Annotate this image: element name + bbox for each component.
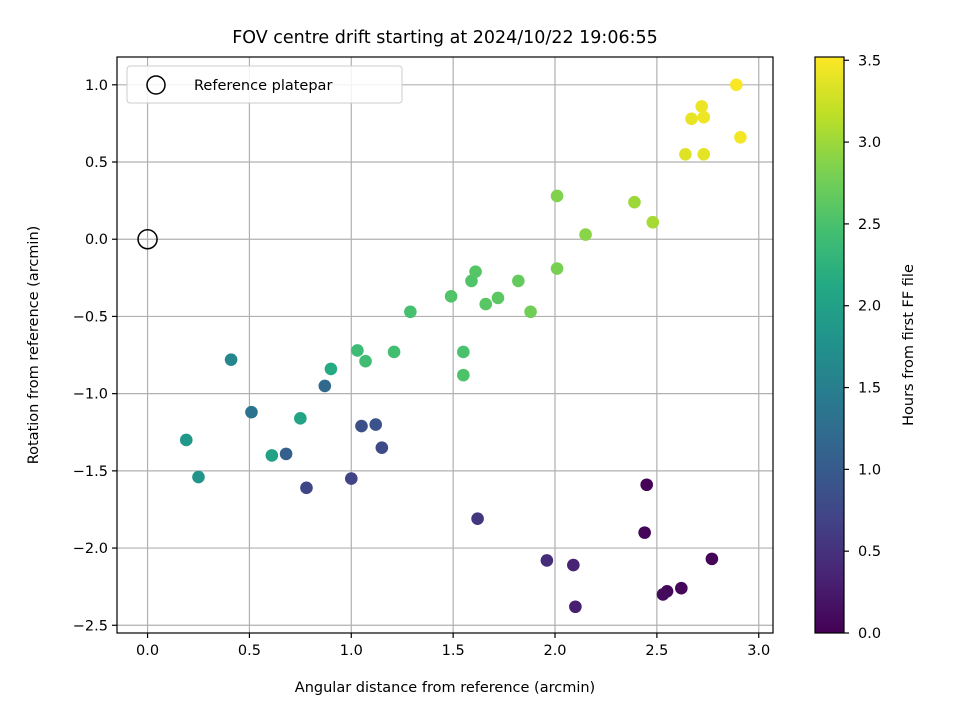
data-point (479, 297, 493, 311)
data-point (294, 412, 307, 425)
data-point (640, 478, 653, 492)
x-tick-label: 3.0 (747, 643, 770, 659)
colorbar-tick-label: 3.5 (858, 53, 881, 69)
data-point (567, 558, 580, 572)
data-point (540, 554, 554, 567)
data-point (579, 228, 592, 241)
data-point (387, 345, 401, 359)
data-point (344, 472, 358, 485)
data-point (318, 379, 332, 393)
y-tick-label: −0.5 (73, 309, 108, 325)
axes-frame (116, 56, 774, 634)
colorbar-tick-label: 2.5 (858, 217, 881, 233)
x-tick-label: 1.5 (442, 643, 465, 659)
data-point (444, 290, 458, 303)
colorbar-tick-label: 1.0 (858, 462, 881, 478)
data-point (491, 291, 505, 305)
colorbar-tick-label: 1.5 (858, 381, 881, 397)
legend-entry-label: Reference platepar (194, 78, 332, 94)
colorbar-tick-label: 0.5 (858, 544, 881, 560)
chart-title: FOV centre drift starting at 2024/10/22 … (232, 28, 658, 48)
data-point (469, 265, 482, 278)
data-point (192, 470, 205, 484)
data-point (245, 405, 258, 419)
colorbar-frame (814, 56, 845, 634)
x-tick-label: 2.0 (543, 643, 566, 659)
data-point (697, 110, 711, 124)
data-point (656, 588, 670, 601)
y-tick-label: −2.5 (73, 618, 108, 634)
y-tick-label: −2.0 (73, 541, 108, 557)
y-axis-label: Rotation from reference (arcmin) (26, 226, 42, 465)
data-point (351, 344, 364, 357)
colorbar-tick-label: 3.0 (858, 135, 881, 151)
data-point (457, 345, 470, 359)
data-point (646, 215, 660, 229)
data-point (359, 354, 372, 368)
data-point (265, 449, 279, 462)
legend-reference-marker (146, 75, 166, 95)
x-tick-label: 2.5 (645, 643, 668, 659)
y-tick-label: −1.0 (73, 387, 108, 403)
data-point (404, 305, 417, 319)
data-point (628, 195, 641, 209)
y-tick-label: −1.5 (73, 464, 108, 480)
data-point (638, 526, 651, 539)
data-point (224, 353, 238, 366)
x-axis-label: Angular distance from reference (arcmin) (295, 680, 595, 696)
data-point (695, 100, 708, 113)
colorbar-gradient (815, 57, 844, 633)
legend: Reference platepar (126, 65, 403, 104)
data-point (457, 368, 470, 382)
y-tick-label: 0.5 (85, 155, 108, 171)
data-point (524, 305, 537, 319)
legend-box (126, 65, 403, 104)
data-point (734, 131, 747, 144)
data-point (679, 147, 692, 161)
reference-platepar-marker (137, 228, 158, 250)
data-point (179, 433, 193, 447)
x-tick-label: 0.0 (136, 643, 159, 659)
colorbar-label: Hours from first FF file (901, 264, 917, 426)
x-tick-label: 0.5 (238, 643, 261, 659)
data-point (355, 419, 368, 433)
data-point (675, 581, 688, 595)
data-point (569, 600, 582, 614)
data-point (512, 274, 525, 288)
data-point (705, 552, 719, 566)
colorbar-tick-label: 2.0 (858, 299, 881, 315)
data-point (369, 418, 383, 431)
data-point (471, 512, 484, 526)
data-point (375, 441, 389, 454)
colorbar-tick-label: 0.0 (858, 626, 881, 642)
y-tick-label: 0.0 (85, 232, 108, 248)
data-point (300, 481, 313, 495)
data-point (324, 362, 338, 376)
data-point (550, 262, 564, 275)
data-point (685, 112, 698, 126)
data-point (550, 189, 564, 203)
x-tick-label: 1.0 (340, 643, 363, 659)
y-tick-label: 1.0 (85, 78, 108, 94)
data-point (730, 78, 743, 92)
data-point (697, 147, 711, 161)
colorbar: 0.0 0.5 1.0 1.5 2.0 2.5 3.0 3.5 (814, 53, 881, 642)
plot-area: 0.0 0.5 1.0 1.5 2.0 2.5 3.0 −2.5 −2.0 −1.5 −1.0 −0.… (73, 56, 774, 659)
data-point (279, 447, 293, 461)
